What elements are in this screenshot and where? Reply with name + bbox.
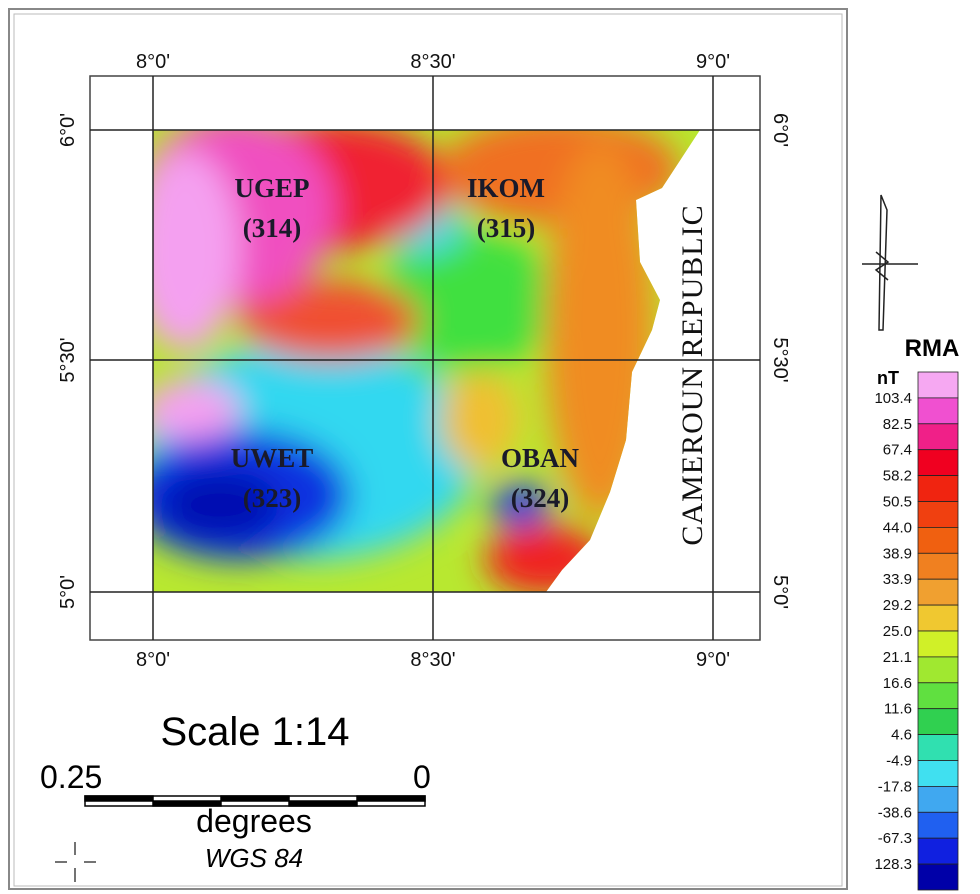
legend-label: 44.0 [883,519,912,536]
place-code: (324) [511,483,569,513]
place-name: UGEP [234,173,309,203]
legend-label: 25.0 [883,623,912,640]
north-arrow [862,195,918,330]
legend-label: 128.3 [874,856,912,873]
legend-label: 11.6 [884,701,912,718]
legend-swatch [918,398,958,424]
place-name: UWET [231,443,314,473]
legend-swatch [918,502,958,528]
bottom-label: 8°30' [410,649,455,671]
legend-swatch [918,372,958,398]
legend-swatch [918,657,958,683]
legend-label: 21.1 [883,649,912,666]
legend-label: 16.6 [883,675,912,692]
legend-swatch [918,683,958,709]
legend-unit: nT [877,368,899,388]
left-label: 5°0' [57,575,79,609]
map-page: CAMEROUN REPUBLIC 8°0' 8°0' 8°30' 8°30' 9°0'… [0,0,980,894]
place-code: (315) [477,213,535,243]
datum-cross [55,842,96,882]
legend-swatch [918,761,958,787]
legend-swatch [918,838,958,864]
scale-title: Scale 1:14 [160,710,349,754]
legend-swatch [918,450,958,476]
left-label: 6°0' [57,113,79,147]
legend-label: 50.5 [883,494,912,511]
bottom-label: 9°0' [696,649,730,671]
scale-unit: degrees [196,803,312,839]
legend-label: 29.2 [883,597,912,614]
legend-swatch [918,864,958,890]
right-label: 5°30' [769,337,791,382]
place-name: IKOM [467,173,545,203]
legend-label: -38.6 [878,804,912,821]
datum: WGS 84 [205,843,303,873]
top-label: 8°30' [410,51,455,73]
legend-label: 33.9 [883,571,912,588]
legend-swatch [918,605,958,631]
legend-swatch [918,812,958,838]
legend-swatch [918,553,958,579]
legend-swatch [918,476,958,502]
legend-label: -67.3 [878,830,912,847]
top-label: 9°0' [696,51,730,73]
legend-title: RMA [905,335,960,362]
legend-swatch [918,424,958,450]
right-label: 6°0' [769,113,791,147]
scale-right: 0 [413,759,431,795]
legend-label: 82.5 [883,416,912,433]
legend-label: 58.2 [883,468,912,485]
bottom-label: 8°0' [136,649,170,671]
legend-label: 103.4 [874,390,912,407]
place-code: (323) [243,483,301,513]
legend-label: -4.9 [886,753,912,770]
anomaly-map [130,115,713,595]
legend-label: 67.4 [883,442,912,459]
legend-swatch [918,709,958,735]
left-label: 5°30' [57,337,79,382]
legend-swatch [918,786,958,812]
place-name: OBAN [501,443,580,473]
country-label: CAMEROUN REPUBLIC [676,204,709,545]
legend-swatch [918,579,958,605]
legend-swatch [918,527,958,553]
scale-left: 0.25 [40,759,102,795]
legend-swatch [918,735,958,761]
legend-label: 4.6 [891,727,912,744]
place-code: (314) [243,213,301,243]
legend-label: 38.9 [883,545,912,562]
top-label: 8°0' [136,51,170,73]
legend-swatch [918,631,958,657]
legend-label: -17.8 [878,778,912,795]
right-label: 5°0' [769,575,791,609]
